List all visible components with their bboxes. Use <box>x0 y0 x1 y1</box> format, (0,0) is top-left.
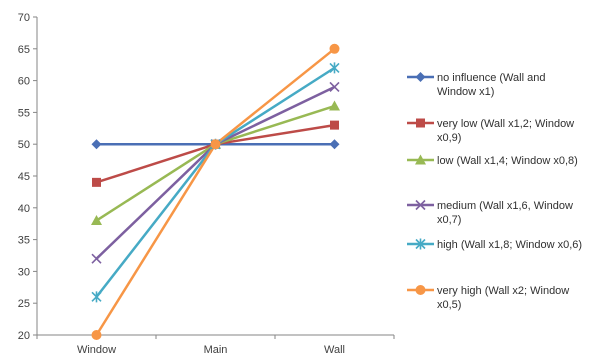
data-point-marker <box>329 62 340 74</box>
legend-label: very high (Wall x2; Window <box>437 285 569 297</box>
chart-legend: no influence (Wall and Window x1) very low… <box>407 72 582 311</box>
data-point-marker <box>91 291 102 303</box>
y-tick-label: 30 <box>18 266 30 278</box>
legend-label: Window x1) <box>437 86 494 98</box>
legend-swatch-marker <box>415 154 426 165</box>
legend-swatch-marker <box>415 199 426 211</box>
y-tick-label: 55 <box>18 107 30 119</box>
legend-item: very high (Wall x2; Window x0,5) <box>407 285 569 311</box>
legend-item: low (Wall x1,4; Window x0,8) <box>407 154 578 167</box>
legend-item: medium (Wall x1,6, Window x0,7) <box>407 199 573 226</box>
legend-label: very low (Wall x1,2; Window <box>437 118 574 130</box>
legend-label: x0,5) <box>437 299 461 311</box>
legend-swatch-marker <box>415 72 426 82</box>
series-line-4 <box>95 85 336 260</box>
series-lines <box>95 47 336 336</box>
data-point-marker <box>329 43 340 54</box>
chart-axes: 20 25 30 35 40 45 50 55 60 65 70 Window Main Wall <box>18 12 395 356</box>
legend-swatch-marker <box>416 118 425 128</box>
legend-label: x0,9) <box>437 132 461 144</box>
series-line-3 <box>95 104 335 222</box>
y-tick-label: 45 <box>18 171 30 183</box>
legend-item: high (Wall x1,8; Window x0,6) <box>407 238 582 251</box>
data-point-marker <box>329 100 340 111</box>
legend-swatch-marker <box>415 285 426 295</box>
legend-label: high (Wall x1,8; Window x0,6) <box>437 239 582 251</box>
x-tick-label: Main <box>204 344 228 356</box>
data-point-marker <box>91 330 102 340</box>
legend-label: x0,7) <box>437 214 461 226</box>
y-tick-label: 35 <box>18 235 30 247</box>
y-tick-label: 40 <box>18 203 30 215</box>
legend-item: very low (Wall x1,2; Window x0,9) <box>407 118 574 144</box>
legend-label: medium (Wall x1,6, Window <box>437 200 573 212</box>
data-point-marker <box>91 215 102 226</box>
data-point-marker <box>330 120 339 130</box>
data-point-marker <box>92 177 101 187</box>
data-point-marker <box>91 139 102 150</box>
x-tick-label: Window <box>77 344 116 356</box>
y-tick-label: 25 <box>18 298 30 310</box>
data-point-marker <box>91 253 102 264</box>
data-point-marker <box>329 81 340 93</box>
y-tick-label: 65 <box>18 44 30 56</box>
y-tick-label: 20 <box>18 330 30 342</box>
y-tick-label: 60 <box>18 76 30 88</box>
y-tick-label: 70 <box>18 12 30 24</box>
legend-label: no influence (Wall and <box>437 72 545 84</box>
legend-label: low (Wall x1,4; Window x0,8) <box>437 155 578 167</box>
series-line-5 <box>95 66 336 298</box>
series-line-2 <box>96 123 335 184</box>
y-tick-label: 50 <box>18 139 30 151</box>
legend-item: no influence (Wall and Window x1) <box>407 72 545 98</box>
legend-swatch-marker <box>415 238 426 250</box>
data-point-marker <box>329 139 340 150</box>
data-point-marker <box>210 139 221 150</box>
series-markers <box>91 43 340 340</box>
x-tick-label: Wall <box>324 344 345 356</box>
